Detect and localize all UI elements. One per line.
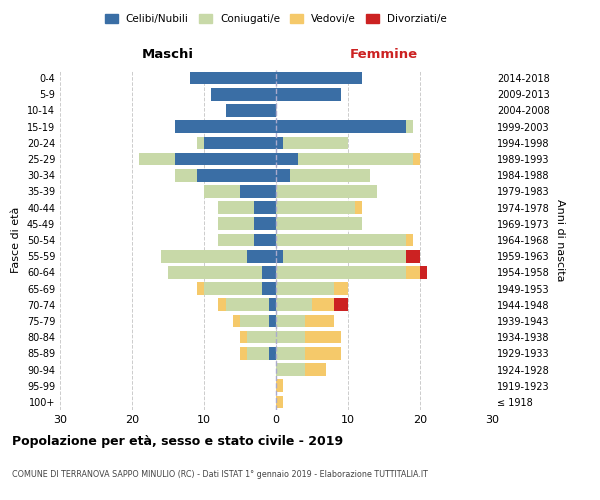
Bar: [276, 152, 298, 166]
Bar: [312, 298, 334, 311]
Bar: [254, 202, 276, 214]
Bar: [254, 218, 276, 230]
Bar: [161, 250, 247, 262]
Bar: [197, 169, 276, 181]
Bar: [276, 282, 334, 295]
Bar: [204, 136, 276, 149]
Bar: [247, 347, 269, 360]
Y-axis label: Fasce di età: Fasce di età: [11, 207, 21, 273]
Bar: [276, 136, 283, 149]
Bar: [211, 88, 276, 101]
Bar: [175, 169, 197, 181]
Bar: [276, 88, 341, 101]
Bar: [305, 314, 334, 328]
Bar: [218, 298, 226, 311]
Bar: [276, 331, 305, 344]
Bar: [290, 169, 370, 181]
Bar: [175, 120, 276, 133]
Bar: [276, 347, 305, 360]
Bar: [139, 152, 175, 166]
Bar: [305, 347, 341, 360]
Bar: [269, 314, 276, 328]
Text: Popolazione per età, sesso e stato civile - 2019: Popolazione per età, sesso e stato civil…: [12, 435, 343, 448]
Legend: Celibi/Nubili, Coniugati/e, Vedovi/e, Divorziati/e: Celibi/Nubili, Coniugati/e, Vedovi/e, Di…: [101, 10, 451, 29]
Bar: [240, 185, 276, 198]
Bar: [283, 250, 406, 262]
Bar: [240, 314, 269, 328]
Text: COMUNE DI TERRANOVA SAPPO MINULIO (RC) - Dati ISTAT 1° gennaio 2019 - Elaborazio: COMUNE DI TERRANOVA SAPPO MINULIO (RC) -…: [12, 470, 428, 479]
Bar: [204, 185, 240, 198]
Bar: [276, 363, 305, 376]
Bar: [247, 331, 276, 344]
Bar: [413, 152, 420, 166]
Text: Maschi: Maschi: [142, 48, 194, 62]
Bar: [175, 152, 276, 166]
Bar: [276, 396, 283, 408]
Bar: [406, 250, 420, 262]
Bar: [240, 331, 247, 344]
Bar: [298, 152, 413, 166]
Bar: [233, 314, 240, 328]
Bar: [276, 314, 305, 328]
Bar: [276, 185, 377, 198]
Bar: [262, 266, 276, 278]
Text: Femmine: Femmine: [350, 48, 418, 62]
Bar: [254, 234, 276, 246]
Bar: [276, 218, 362, 230]
Bar: [276, 298, 312, 311]
Bar: [334, 282, 348, 295]
Bar: [190, 72, 276, 85]
Bar: [420, 266, 427, 278]
Bar: [406, 120, 413, 133]
Bar: [276, 380, 283, 392]
Bar: [334, 298, 348, 311]
Bar: [276, 250, 283, 262]
Bar: [305, 331, 341, 344]
Bar: [406, 266, 420, 278]
Bar: [226, 104, 276, 117]
Bar: [269, 347, 276, 360]
Bar: [226, 298, 269, 311]
Bar: [406, 234, 413, 246]
Bar: [218, 218, 254, 230]
Bar: [218, 202, 254, 214]
Bar: [276, 266, 406, 278]
Bar: [355, 202, 362, 214]
Bar: [276, 169, 290, 181]
Bar: [276, 72, 362, 85]
Bar: [204, 282, 262, 295]
Bar: [305, 363, 326, 376]
Bar: [262, 282, 276, 295]
Bar: [276, 120, 406, 133]
Bar: [168, 266, 262, 278]
Bar: [283, 136, 348, 149]
Y-axis label: Anni di nascita: Anni di nascita: [555, 198, 565, 281]
Bar: [197, 136, 204, 149]
Bar: [276, 234, 406, 246]
Bar: [276, 202, 355, 214]
Bar: [240, 347, 247, 360]
Bar: [218, 234, 254, 246]
Bar: [197, 282, 204, 295]
Bar: [269, 298, 276, 311]
Bar: [247, 250, 276, 262]
